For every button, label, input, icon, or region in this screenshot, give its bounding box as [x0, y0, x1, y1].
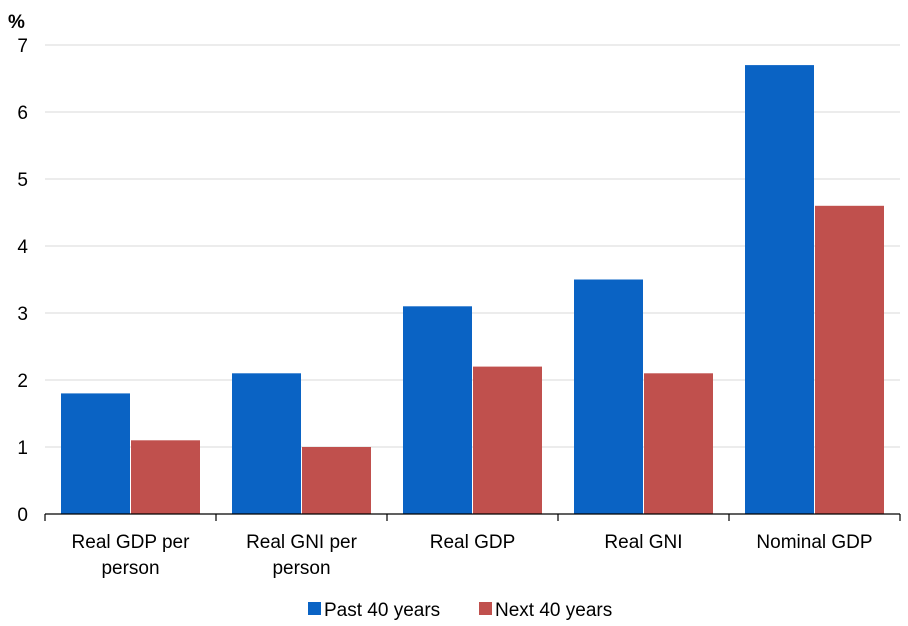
category-label: person — [101, 558, 159, 579]
category-label: Real GDP — [430, 532, 516, 553]
bar — [473, 366, 542, 514]
y-tick-label: 2 — [17, 371, 28, 392]
bar — [61, 393, 130, 514]
legend-swatch — [479, 602, 492, 615]
x-axis: Real GDP per person Real GNI per person Real… — [44, 513, 901, 579]
bar — [131, 440, 200, 514]
bar — [302, 447, 371, 514]
bar — [745, 65, 814, 514]
legend-swatch — [308, 602, 321, 615]
y-tick-label: 3 — [17, 304, 28, 325]
y-tick-label: 7 — [17, 36, 28, 57]
category-label: Real GNI per — [246, 532, 358, 553]
bar — [232, 373, 301, 514]
gridlines — [45, 44, 900, 448]
y-axis-unit-label: % — [8, 12, 25, 33]
bar — [644, 373, 713, 514]
category-label: Real GNI — [604, 532, 682, 553]
y-tick-label: 4 — [17, 237, 28, 258]
legend: Past 40 years Next 40 years — [308, 600, 612, 621]
legend-label: Next 40 years — [495, 600, 612, 621]
y-axis-tick-labels: 0 1 2 3 4 5 6 7 — [17, 36, 28, 526]
y-tick-label: 0 — [17, 505, 28, 526]
category-label: person — [272, 558, 330, 579]
bar — [403, 306, 472, 514]
legend-label: Past 40 years — [324, 600, 440, 621]
bar — [574, 279, 643, 514]
y-tick-label: 1 — [17, 438, 28, 459]
y-tick-label: 6 — [17, 103, 28, 124]
category-label: Nominal GDP — [756, 532, 872, 553]
bar — [815, 205, 884, 515]
bars — [61, 65, 884, 515]
y-tick-label: 5 — [17, 170, 28, 191]
category-label: Real GDP per — [72, 532, 191, 553]
